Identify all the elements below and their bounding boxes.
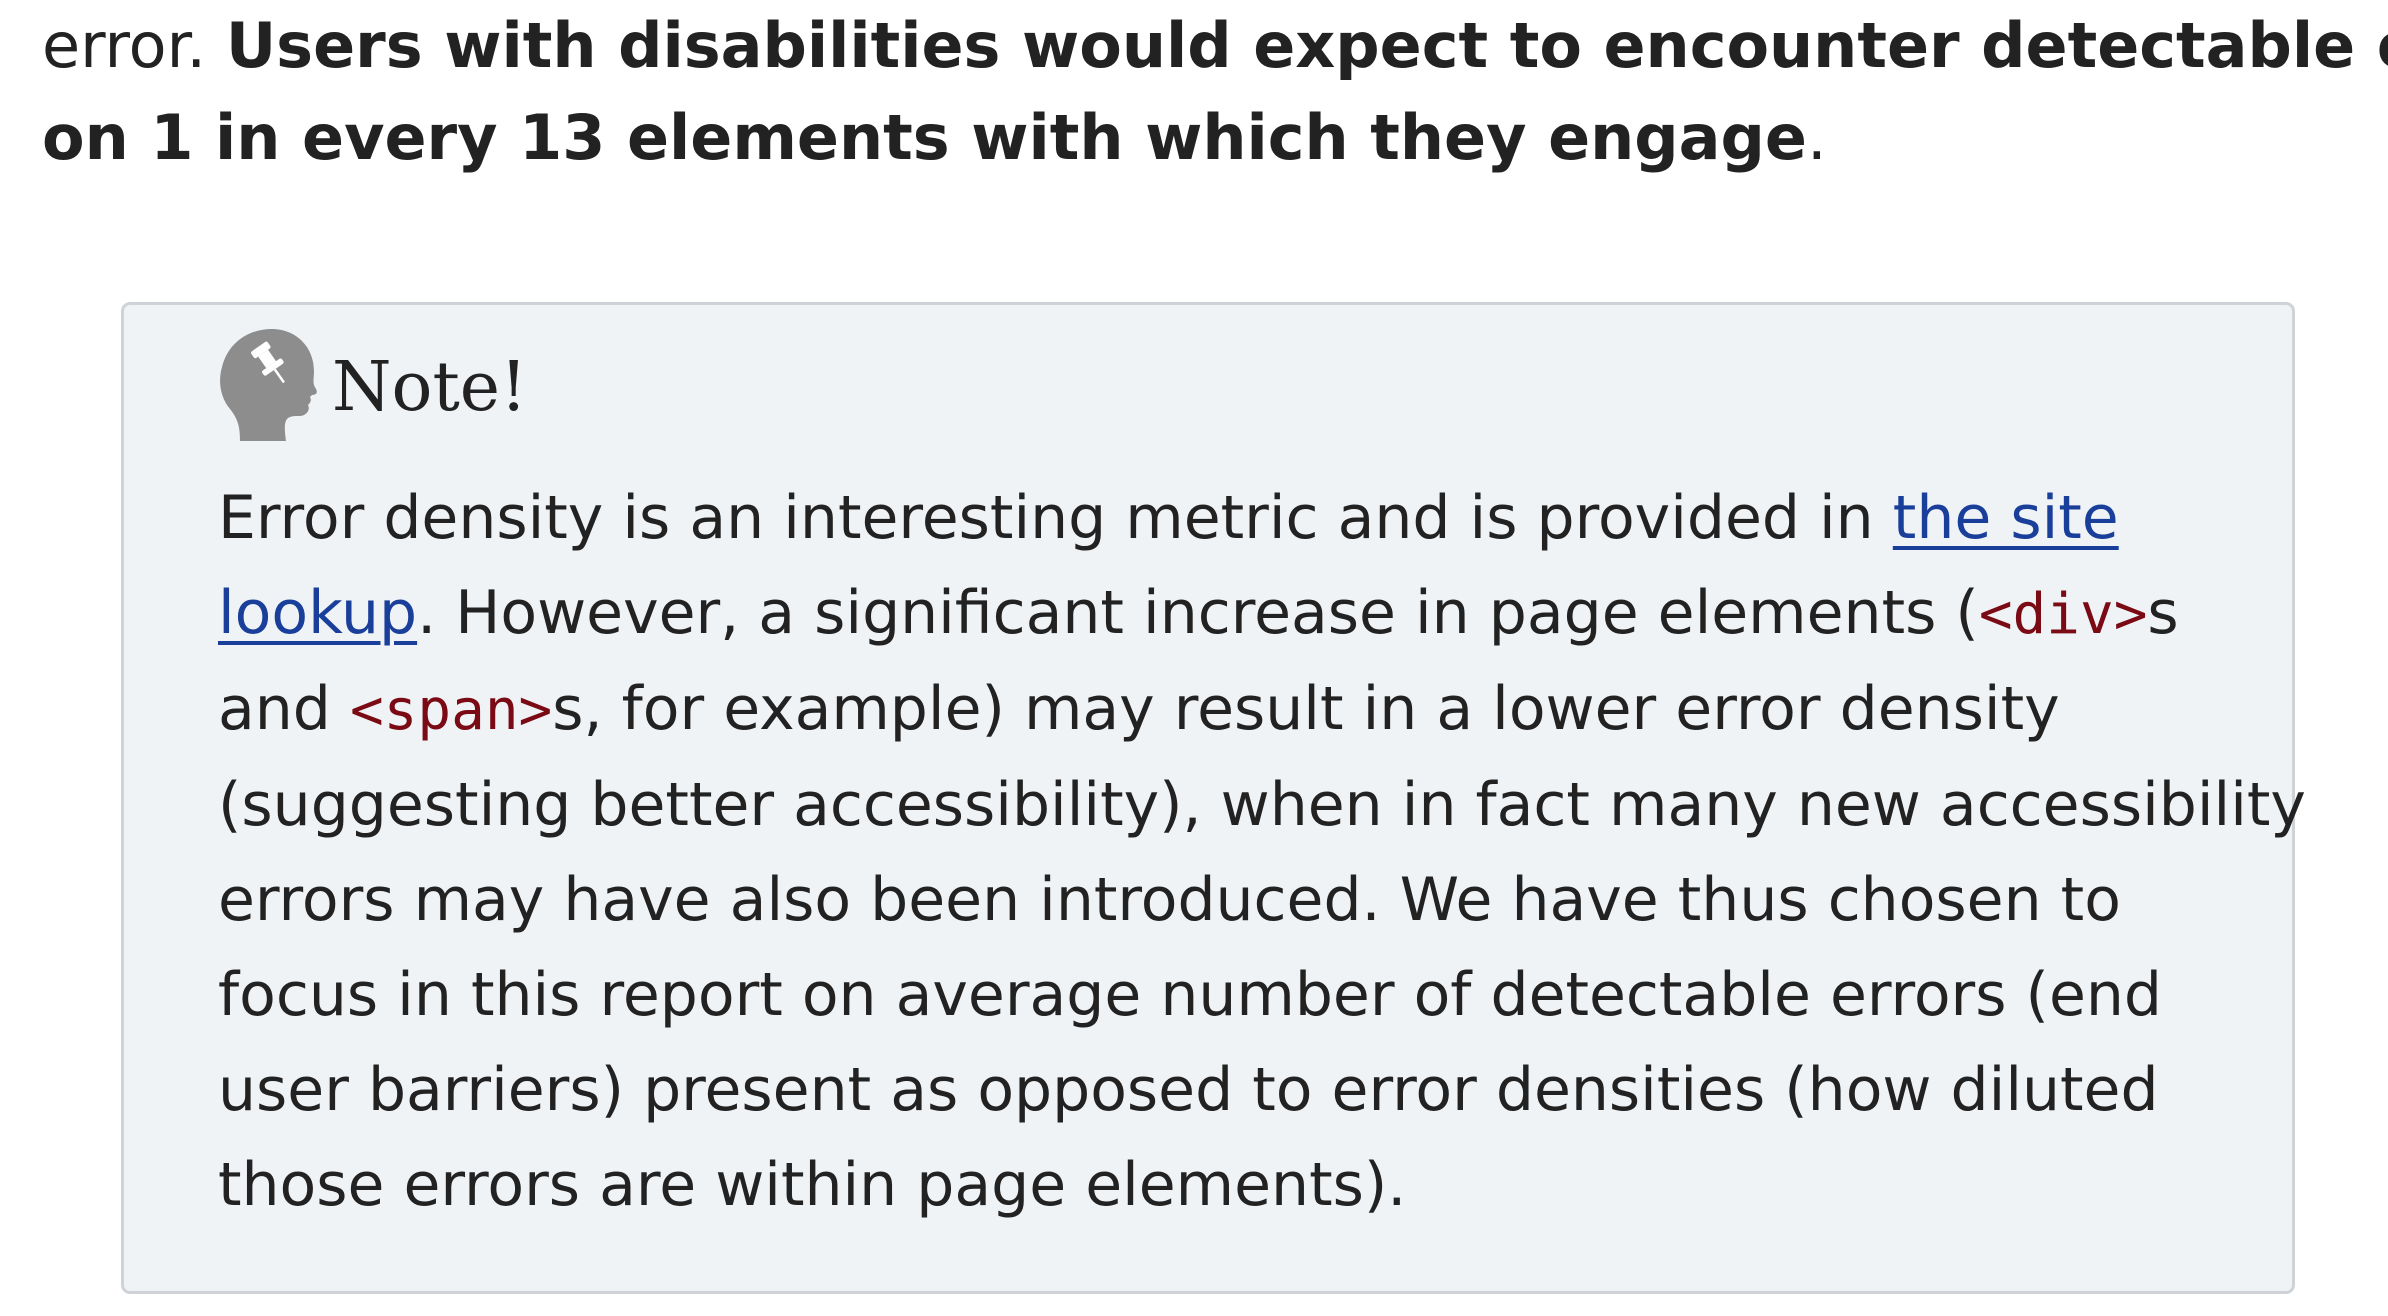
intro-line-2: on 1 in every 13 elements with which the… [42,92,2372,184]
note-line-7: user barriers) present as opposed to err… [218,1055,2159,1125]
note-line-3: and <span>s, for example) may result in … [218,662,2248,758]
head-with-pushpin-icon [220,329,317,441]
intro-bold-line-2: on 1 in every 13 elements with which the… [42,101,1807,174]
note-text: Error density is an interesting metric a… [218,483,1893,553]
note-line-5: errors may have also been introduced. We… [218,865,2121,935]
note-body: Error density is an interesting metric a… [218,471,2306,1233]
note-line-8: those errors are within page elements). [218,1150,1407,1220]
note-text: s, for example) may result in a lower er… [552,674,2060,744]
intro-paragraph: error. Users with disabilities would exp… [42,0,2388,184]
intro-period: . [1806,101,1827,174]
site-lookup-link-part-1[interactable]: the site [1892,483,2119,553]
note-line-1: Error density is an interesting metric a… [218,471,2248,566]
span-code: <span> [349,678,553,743]
note-title: Note! [332,348,528,427]
note-text: s [2147,578,2179,648]
note-callout: Note! Error density is an interesting me… [121,302,2306,1294]
note-text: and [218,674,350,744]
intro-line-1: error. Users with disabilities would exp… [42,0,2388,92]
intro-bold-line-1: Users with disabilities would expect to … [225,9,2388,82]
site-lookup-link-part-2[interactable]: lookup [218,578,418,648]
note-line-4: (suggesting better accessibility), when … [218,770,2306,840]
intro-lead-text: error. [42,9,226,82]
div-code: <div> [1978,582,2148,647]
note-line-6: focus in this report on average number o… [218,960,2162,1030]
note-line-2: lookup. However, a significant increase … [218,566,2248,662]
note-text: . However, a significant increase in pag… [417,578,1979,648]
